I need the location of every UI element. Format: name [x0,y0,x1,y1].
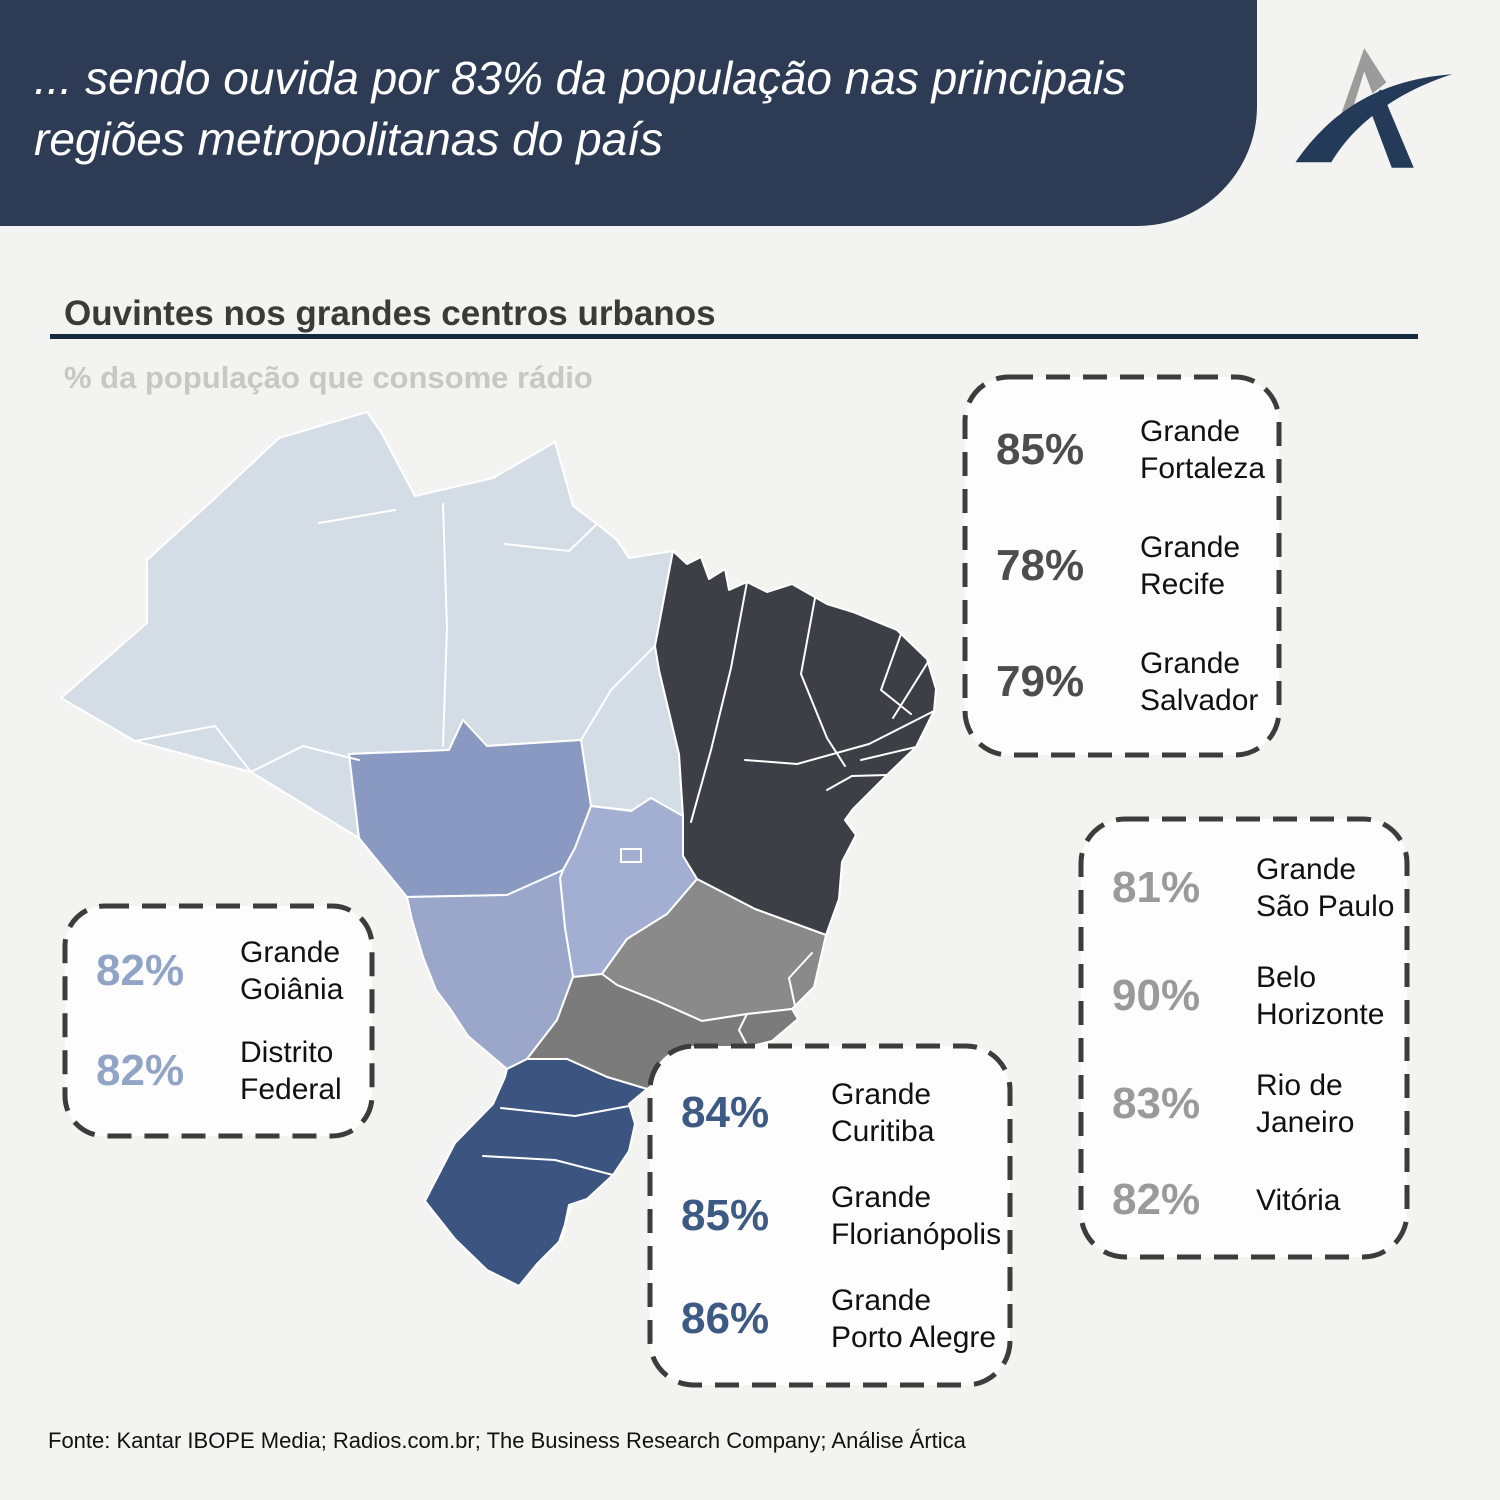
metro-label: Rio de Janeiro [1256,1069,1355,1139]
metro-label: Grande Porto Alegre [831,1283,997,1354]
callout-dashed-frame [1078,816,1410,1260]
metro-value: 82% [96,946,185,995]
metro-row: 86% Grande Porto Alegre [681,1282,1003,1356]
metro-value: 85% [681,1190,770,1240]
callout-sudeste: 81% Grande São Paulo 90% Belo Horizonte … [1078,816,1410,1260]
callout-centro-oeste: 82% Grande Goiânia 82% Distrito Federal [62,903,375,1139]
state-border-lines [540,1206,572,1261]
state-border-lines [738,1013,749,1048]
callout-nordeste: 85% Grande Fortaleza 78% Grande Recife 7… [962,374,1282,758]
callout-dashed-frame [62,903,375,1139]
brazil-map [60,411,937,1287]
logo-swoosh [1295,74,1453,163]
state-border-lines [250,745,360,773]
metro-label: Grande Curitiba [831,1077,935,1148]
metro-row: 90% Belo Horizonte [1112,959,1400,1033]
logo-leg [1367,89,1414,168]
state-border-lines [318,509,396,524]
metro-row: 82% Grande Goiânia [96,934,365,1008]
state-border-lines [800,597,846,767]
artica-logo-icon [1295,48,1453,168]
source-note: Fonte: Kantar IBOPE Media; Radios.com.br… [48,1428,966,1453]
metro-row: 84% Grande Curitiba [681,1076,1003,1150]
title-underline [50,334,1418,339]
metro-row: 83% Rio de Janeiro [1112,1067,1400,1141]
map-state-distrito-federal [620,848,642,863]
metro-row: 81% Grande São Paulo [1112,851,1400,925]
state-border-lines [892,661,929,719]
state-border-lines [851,774,888,777]
state-border-lines [860,746,917,761]
metro-row: 85% Grande Florianópolis [681,1179,1003,1253]
callout-sul: 84% Grande Curitiba 85% Grande Florianóp… [647,1043,1013,1388]
state-border-lines [504,523,598,552]
state-border-lines [690,581,748,823]
metro-value: 86% [681,1293,770,1343]
metro-value: 83% [1112,1079,1201,1128]
map-region-south [424,1058,648,1287]
section-title: Ouvintes nos grandes centros urbanos [64,294,716,333]
metro-value: 82% [1112,1175,1201,1224]
metro-value: 79% [996,657,1085,706]
slide-title-line2: regiões metropolitanas do país [34,113,664,165]
metro-value: 81% [1112,863,1201,912]
metro-label: Grande Recife [1140,531,1241,601]
state-border-lines [134,725,252,773]
metro-value: 84% [681,1087,770,1137]
section-subtitle: % da população que consome rádio [64,360,593,395]
metro-label: Grande Salvador [1140,647,1259,717]
metro-value: 90% [1112,971,1201,1020]
slide-title: ... sendo ouvida por 83% da população na… [34,48,1126,170]
metro-label: Vitória [1256,1183,1341,1217]
state-border-lines [580,645,656,741]
callout-dashed-frame [962,374,1282,758]
slide-title-line1: ... sendo ouvida por 83% da população na… [34,52,1126,104]
metro-label: Grande São Paulo [1256,853,1395,923]
header-banner: ... sendo ouvida por 83% da população na… [0,0,1257,226]
metro-row: 82% Distrito Federal [96,1034,365,1108]
metro-label: Distrito Federal [240,1036,342,1106]
metro-row: 82% Vitória [1112,1175,1400,1225]
metro-value: 78% [996,541,1085,590]
metro-row: 78% Grande Recife [996,529,1272,603]
state-border-lines [788,952,813,1007]
state-border-lines [744,743,870,765]
metro-label: Grande Goiânia [240,936,344,1006]
state-border-lines [442,503,448,747]
metro-label: Grande Fortaleza [1140,415,1266,485]
metro-row: 79% Grande Salvador [996,645,1272,719]
callout-dashed-frame [647,1043,1013,1388]
metro-value: 82% [96,1046,185,1095]
metro-row: 85% Grande Fortaleza [996,413,1272,487]
state-border-lines [500,1105,630,1117]
state-border-lines [868,710,935,745]
state-border-lines [482,1155,614,1176]
metro-label: Belo Horizonte [1256,961,1385,1031]
metro-label: Grande Florianópolis [831,1180,1002,1251]
state-border-lines [826,775,853,791]
metro-value: 85% [996,425,1085,474]
